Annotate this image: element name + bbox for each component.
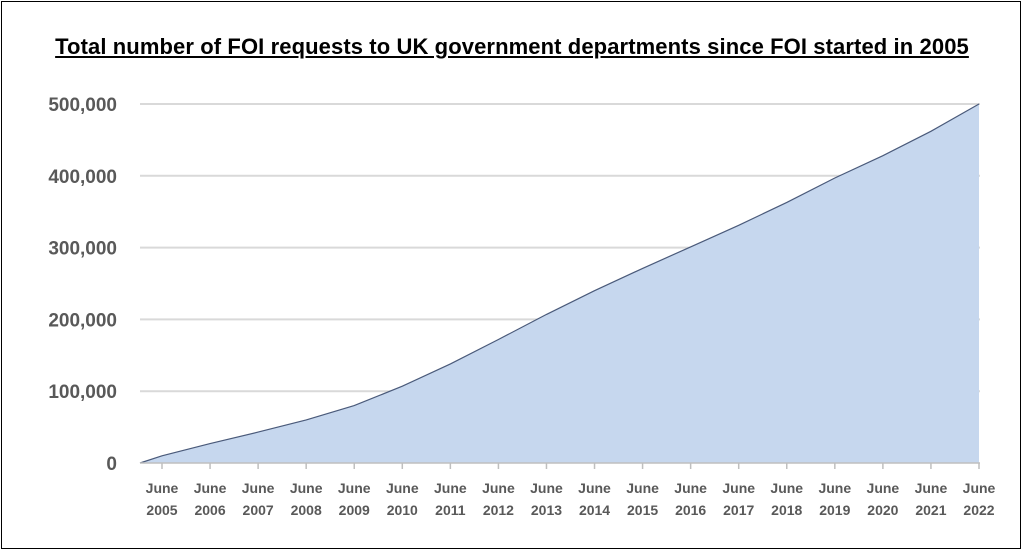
x-tick-label-year: 2015 xyxy=(627,502,658,518)
x-tick-label-month: June xyxy=(626,480,659,496)
x-tick-label-month: June xyxy=(963,480,996,496)
area-series xyxy=(140,104,979,463)
x-tick-label-year: 2016 xyxy=(675,502,706,518)
x-tick-label-year: 2022 xyxy=(963,502,994,518)
x-tick-label-month: June xyxy=(770,480,803,496)
x-tick-label-month: June xyxy=(386,480,419,496)
x-tick-label-month: June xyxy=(530,480,563,496)
y-tick-label: 300,000 xyxy=(48,239,117,260)
x-tick-label-year: 2008 xyxy=(291,502,322,518)
x-tick-label-year: 2013 xyxy=(531,502,562,518)
x-tick-label-year: 2018 xyxy=(771,502,802,518)
x-tick-label-month: June xyxy=(482,480,515,496)
x-tick-label-year: 2017 xyxy=(723,502,754,518)
x-tick-label-month: June xyxy=(434,480,467,496)
x-tick-label-year: 2021 xyxy=(915,502,946,518)
x-tick-label-year: 2020 xyxy=(867,502,898,518)
x-tick-label-month: June xyxy=(146,480,179,496)
x-tick-label-month: June xyxy=(290,480,323,496)
x-tick-label-year: 2011 xyxy=(435,502,466,518)
y-tick-label: 200,000 xyxy=(48,310,117,331)
x-tick-label-year: 2014 xyxy=(579,502,610,518)
x-tick-label-month: June xyxy=(578,480,611,496)
chart-title: Total number of FOI requests to UK gover… xyxy=(55,34,969,59)
x-tick-label-year: 2010 xyxy=(387,502,418,518)
y-tick-label: 500,000 xyxy=(48,95,117,116)
x-tick-label-year: 2005 xyxy=(146,502,177,518)
x-tick-label-month: June xyxy=(915,480,948,496)
x-tick-label-month: June xyxy=(338,480,371,496)
x-tick-label-year: 2006 xyxy=(194,502,225,518)
x-tick-label-year: 2019 xyxy=(819,502,850,518)
x-tick-label-year: 2012 xyxy=(483,502,514,518)
x-tick-label-month: June xyxy=(242,480,275,496)
y-tick-label: 0 xyxy=(106,454,117,475)
series-line xyxy=(139,103,980,464)
x-tick-label-year: 2007 xyxy=(243,502,274,518)
x-tick-label-month: June xyxy=(194,480,227,496)
y-tick-label: 400,000 xyxy=(48,167,117,188)
x-tick-label-year: 2009 xyxy=(339,502,370,518)
x-tick-label-month: June xyxy=(867,480,900,496)
x-tick-label-month: June xyxy=(818,480,851,496)
x-tick-label-month: June xyxy=(674,480,707,496)
y-tick-label: 100,000 xyxy=(48,382,117,403)
x-tick-label-month: June xyxy=(722,480,755,496)
